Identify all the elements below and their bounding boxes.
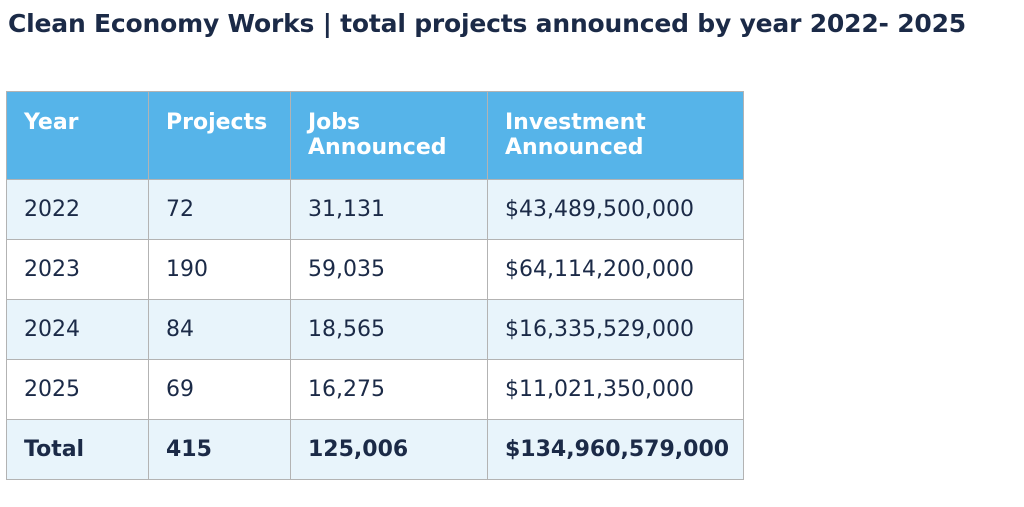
cell-total-label: Total [6, 419, 149, 480]
cell-year: 2025 [6, 359, 149, 420]
cell-investment: $43,489,500,000 [487, 179, 744, 240]
cell-jobs: 59,035 [290, 239, 488, 300]
chart-title: Clean Economy Works | total projects ann… [8, 9, 966, 38]
table-row: 2025 69 16,275 $11,021,350,000 [6, 359, 744, 420]
cell-projects: 190 [148, 239, 291, 300]
table-row: 2024 84 18,565 $16,335,529,000 [6, 299, 744, 360]
total-row: Total 415 125,006 $134,960,579,000 [6, 419, 744, 480]
table-row: 2023 190 59,035 $64,114,200,000 [6, 239, 744, 300]
cell-investment: $64,114,200,000 [487, 239, 744, 300]
header-investment-announced: Investment Announced [487, 91, 744, 180]
cell-jobs: 18,565 [290, 299, 488, 360]
cell-investment: $11,021,350,000 [487, 359, 744, 420]
cell-jobs: 16,275 [290, 359, 488, 420]
cell-projects: 69 [148, 359, 291, 420]
cell-jobs: 31,131 [290, 179, 488, 240]
cell-total-projects: 415 [148, 419, 291, 480]
cell-total-jobs: 125,006 [290, 419, 488, 480]
header-projects: Projects [148, 91, 291, 180]
header-year: Year [6, 91, 149, 180]
cell-total-investment: $134,960,579,000 [487, 419, 744, 480]
table-row: 2022 72 31,131 $43,489,500,000 [6, 179, 744, 240]
cell-year: 2023 [6, 239, 149, 300]
cell-projects: 72 [148, 179, 291, 240]
cell-projects: 84 [148, 299, 291, 360]
table-header-row: Year Projects Jobs Announced Investment … [6, 91, 744, 180]
cell-investment: $16,335,529,000 [487, 299, 744, 360]
projects-table: Year Projects Jobs Announced Investment … [6, 91, 744, 480]
header-jobs-announced: Jobs Announced [290, 91, 488, 180]
cell-year: 2022 [6, 179, 149, 240]
cell-year: 2024 [6, 299, 149, 360]
